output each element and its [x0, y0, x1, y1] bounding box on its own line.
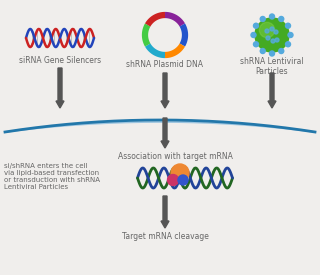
FancyArrow shape — [56, 68, 64, 108]
Circle shape — [260, 48, 265, 54]
Circle shape — [171, 164, 189, 182]
Circle shape — [288, 32, 293, 37]
Circle shape — [275, 38, 279, 42]
Text: Association with target mRNA: Association with target mRNA — [117, 152, 232, 161]
Circle shape — [178, 175, 188, 185]
Circle shape — [259, 22, 275, 38]
Circle shape — [260, 16, 265, 21]
Circle shape — [253, 42, 259, 47]
FancyArrow shape — [161, 196, 169, 228]
Text: shRNA Plasmid DNA: shRNA Plasmid DNA — [126, 60, 204, 69]
Circle shape — [265, 29, 269, 33]
Text: siRNA Gene Silencers: siRNA Gene Silencers — [19, 56, 101, 65]
Circle shape — [269, 14, 275, 19]
Circle shape — [285, 42, 291, 47]
Circle shape — [269, 51, 275, 56]
Circle shape — [253, 23, 259, 28]
FancyArrow shape — [161, 118, 169, 148]
Circle shape — [167, 175, 179, 186]
Text: si/shRNA enters the cell
via lipid-based transfection
or transduction with shRNA: si/shRNA enters the cell via lipid-based… — [4, 163, 100, 190]
Circle shape — [255, 18, 289, 52]
Circle shape — [274, 30, 278, 34]
FancyArrow shape — [268, 73, 276, 108]
FancyArrow shape — [161, 73, 169, 108]
Circle shape — [266, 36, 270, 40]
Circle shape — [270, 27, 274, 31]
Circle shape — [251, 32, 256, 37]
Circle shape — [271, 39, 275, 43]
Text: shRNA Lentiviral
Particles: shRNA Lentiviral Particles — [240, 57, 304, 76]
Circle shape — [279, 48, 284, 54]
Text: Target mRNA cleavage: Target mRNA cleavage — [122, 232, 208, 241]
Circle shape — [285, 23, 291, 28]
Circle shape — [279, 16, 284, 21]
